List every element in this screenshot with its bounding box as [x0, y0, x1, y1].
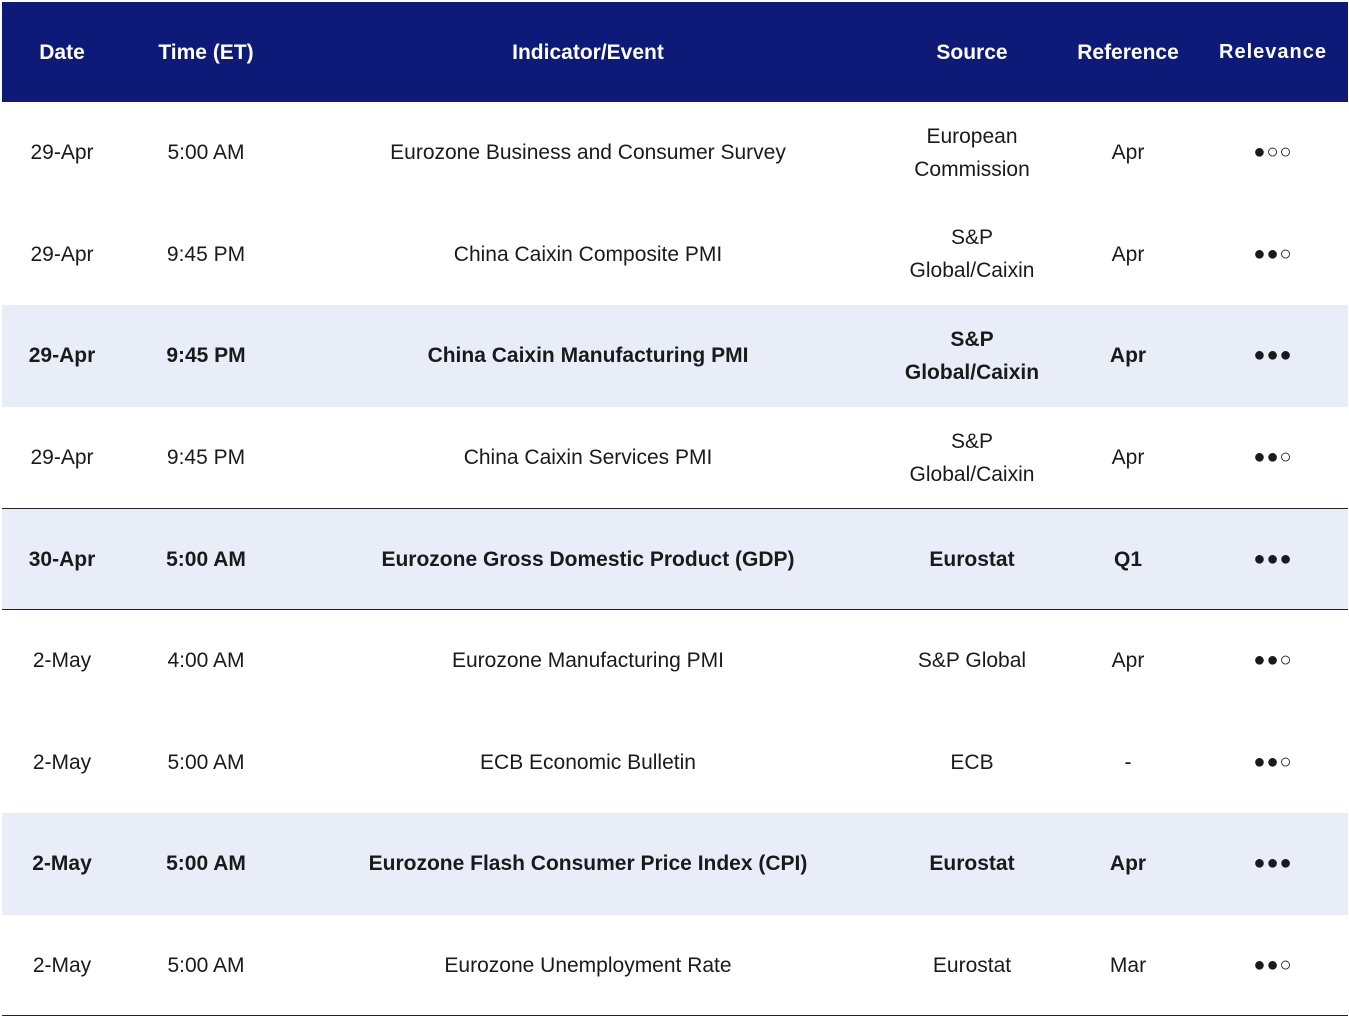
row-event: China Caixin Composite PMI [453, 242, 723, 266]
row-event: Eurozone Manufacturing PMI [452, 649, 724, 673]
row-event: China Caixin Manufacturing PMI [427, 344, 749, 368]
row-time: 5:00 AM [166, 852, 246, 876]
row-date: 2-May [32, 649, 92, 673]
row-date: 2-May [32, 953, 92, 977]
header-reference: Reference [1077, 40, 1179, 64]
row-date: 30-Apr [28, 547, 96, 571]
row-date: 29-Apr [30, 446, 94, 470]
table-header: Date Time (ET) Indicator/Event Source Re… [2, 2, 1348, 102]
table-row: 29-Apr 9:45 PM China Caixin Composite PM… [2, 204, 1348, 306]
row-source: European Commission [914, 124, 1030, 181]
relevance-dots-icon: ●●● [1253, 547, 1293, 570]
row-source: Eurostat [932, 953, 1012, 977]
row-reference: Apr [1111, 141, 1145, 165]
row-event: China Caixin Services PMI [463, 446, 713, 470]
row-reference: Apr [1109, 852, 1147, 876]
header-date: Date [39, 40, 85, 64]
relevance-dots-icon: ●●○ [1253, 242, 1293, 265]
relevance-dots-icon: ●●○ [1253, 446, 1293, 469]
row-date: 29-Apr [30, 141, 94, 165]
row-reference: Q1 [1113, 547, 1142, 571]
row-source: Eurostat [929, 547, 1015, 571]
row-source: S&P Global/Caixin [909, 429, 1035, 486]
row-reference: Apr [1111, 242, 1145, 266]
row-date: 2-May [32, 750, 92, 774]
row-date: 29-Apr [28, 344, 96, 368]
row-reference: Mar [1109, 953, 1147, 977]
header-time: Time (ET) [158, 40, 254, 64]
table-row: 29-Apr 5:00 AM Eurozone Business and Con… [2, 102, 1348, 204]
relevance-dots-icon: ●●○ [1253, 750, 1293, 773]
row-date: 29-Apr [30, 242, 94, 266]
relevance-dots-icon: ●●○ [1253, 649, 1293, 672]
row-time: 9:45 PM [166, 344, 246, 368]
row-event: ECB Economic Bulletin [480, 750, 696, 774]
row-date: 2-May [32, 852, 92, 876]
row-event: Eurozone Gross Domestic Product (GDP) [381, 547, 795, 571]
relevance-dots-icon: ●●● [1253, 852, 1293, 875]
row-event: Eurozone Unemployment Rate [444, 953, 732, 977]
row-reference: - [1124, 750, 1132, 774]
table-row-highlighted: 30-Apr 5:00 AM Eurozone Gross Domestic P… [2, 508, 1348, 610]
row-reference: Apr [1111, 446, 1145, 470]
row-source: Eurostat [929, 852, 1015, 876]
row-time: 5:00 AM [167, 141, 245, 165]
row-source: S&P Global/Caixin [904, 327, 1040, 384]
row-event: Eurozone Business and Consumer Survey [390, 141, 786, 165]
table-row: 29-Apr 9:45 PM China Caixin Services PMI… [2, 407, 1348, 509]
table-row: 2-May 5:00 AM Eurozone Unemployment Rate… [2, 915, 1348, 1017]
header-event: Indicator/Event [512, 40, 664, 64]
table-row: 2-May 5:00 AM ECB Economic Bulletin ECB … [2, 712, 1348, 814]
row-source: ECB [950, 750, 994, 774]
table-row: 2-May 4:00 AM Eurozone Manufacturing PMI… [2, 610, 1348, 712]
row-source: S&P Global/Caixin [909, 226, 1035, 283]
row-time: 9:45 PM [166, 446, 246, 470]
header-relevance: Relevance [1219, 40, 1327, 63]
table-row-highlighted: 2-May 5:00 AM Eurozone Flash Consumer Pr… [2, 813, 1348, 915]
row-source: S&P Global [917, 649, 1027, 673]
relevance-dots-icon: ●●● [1253, 344, 1293, 367]
header-source: Source [936, 40, 1008, 64]
relevance-dots-icon: ●○○ [1253, 141, 1293, 164]
row-time: 9:45 PM [166, 242, 246, 266]
row-time: 5:00 AM [166, 547, 246, 571]
row-time: 4:00 AM [167, 649, 245, 673]
relevance-dots-icon: ●●○ [1253, 953, 1293, 976]
row-reference: Apr [1111, 649, 1145, 673]
table-row-highlighted: 29-Apr 9:45 PM China Caixin Manufacturin… [2, 305, 1348, 407]
row-reference: Apr [1109, 344, 1147, 368]
row-time: 5:00 AM [167, 953, 245, 977]
row-event: Eurozone Flash Consumer Price Index (CPI… [368, 852, 808, 876]
row-time: 5:00 AM [167, 750, 245, 774]
